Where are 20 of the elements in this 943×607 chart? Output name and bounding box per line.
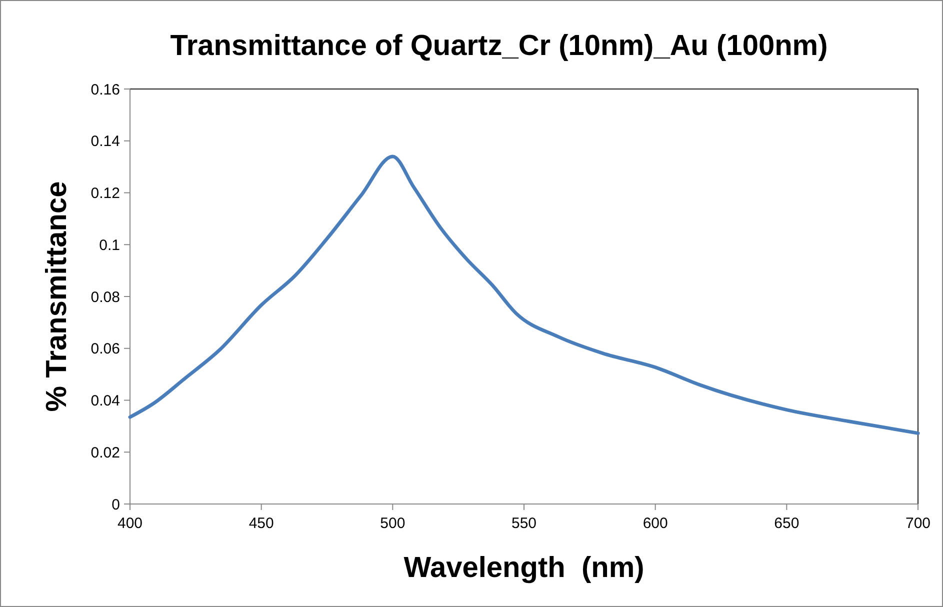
x-axis-title: Wavelength (nm) xyxy=(404,552,644,584)
x-tick-label: 600 xyxy=(642,515,668,532)
y-tick-label: 0.12 xyxy=(90,185,120,202)
line-series xyxy=(128,154,920,435)
y-tick-label: 0.08 xyxy=(90,288,120,306)
y-tick-label: 0.02 xyxy=(90,444,120,462)
x-tick-label: 500 xyxy=(380,515,406,532)
y-axis-title: % Transmittance xyxy=(41,181,73,412)
y-tick-label: 0.1 xyxy=(99,236,120,254)
x-tick-label: 550 xyxy=(511,515,537,532)
y-tick-label: 0.14 xyxy=(90,133,120,150)
y-tick-label: 0.04 xyxy=(90,392,120,410)
y-tick-label: 0.06 xyxy=(90,340,120,358)
chart-title: Transmittance of Quartz_Cr (10nm)_Au (100nm) xyxy=(170,30,828,62)
x-tick-label: 650 xyxy=(774,515,800,532)
x-tick-label: 400 xyxy=(117,515,143,532)
y-tick-label: 0 xyxy=(112,496,120,514)
y-tick-label: 0.16 xyxy=(90,81,120,98)
x-tick-label: 450 xyxy=(248,515,274,532)
x-tick-label: 700 xyxy=(905,515,931,532)
